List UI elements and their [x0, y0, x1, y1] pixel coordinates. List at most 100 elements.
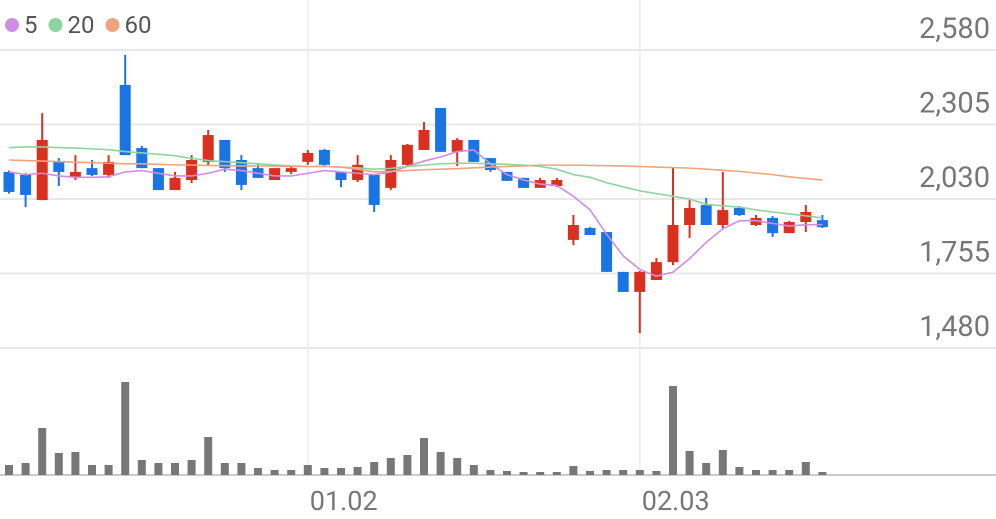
- candle-body: [700, 204, 712, 226]
- volume-bar: [237, 463, 246, 475]
- volume-bar: [486, 470, 495, 475]
- candle-body: [650, 262, 662, 281]
- volume-bar: [685, 451, 694, 475]
- volume-bar: [519, 472, 528, 475]
- volume-bar: [171, 463, 179, 475]
- candle-body: [451, 139, 463, 152]
- candle-body: [119, 84, 131, 156]
- volume-bar: [602, 470, 611, 475]
- legend-label: 60: [124, 11, 151, 39]
- volume-bar: [54, 453, 63, 475]
- candle-body: [335, 171, 347, 181]
- legend-label: 5: [24, 11, 38, 39]
- volume-bar: [386, 458, 395, 475]
- candle-body: [750, 217, 762, 226]
- y-tick-label: 1,480: [919, 310, 990, 344]
- candle-body: [684, 207, 696, 226]
- volume-bar: [303, 465, 312, 475]
- volume-bar: [21, 463, 30, 475]
- volume-bar: [187, 460, 196, 475]
- candle-body: [501, 171, 513, 181]
- candle-body: [20, 174, 32, 195]
- candle-body: [302, 152, 314, 162]
- volume-bar: [254, 468, 262, 475]
- candle-body: [667, 225, 679, 263]
- volume-bar: [287, 470, 296, 475]
- candle-body: [3, 171, 15, 192]
- candle-body: [385, 159, 397, 188]
- volume-bar: [71, 452, 80, 475]
- candle-body: [269, 168, 281, 181]
- volume-bar: [552, 472, 561, 475]
- candle-body: [435, 107, 447, 152]
- candle-body: [285, 168, 297, 172]
- volume-bar: [5, 465, 13, 475]
- candle-body: [767, 217, 779, 234]
- candle-body: [617, 271, 629, 292]
- candle-body: [202, 135, 214, 162]
- candle-body: [518, 177, 530, 188]
- legend-marker: [48, 18, 63, 32]
- x-tick-label: 01.02: [310, 485, 378, 517]
- y-tick-label: 2,580: [919, 12, 990, 46]
- candle-body: [368, 174, 380, 205]
- volume-bar: [104, 465, 113, 475]
- candle-body: [584, 227, 596, 236]
- candle-body: [634, 271, 646, 292]
- volume-bar: [569, 466, 578, 475]
- volume-bar: [436, 452, 445, 475]
- volume-bar: [536, 472, 545, 475]
- volume-bar: [652, 471, 661, 475]
- volume-bar: [154, 463, 163, 475]
- volume-bar: [204, 437, 213, 475]
- volume-bar: [38, 428, 47, 475]
- volume-bar: [453, 458, 462, 475]
- volume-bar: [320, 468, 329, 475]
- legend-label: 20: [68, 11, 95, 39]
- volume-bar: [801, 462, 810, 475]
- volume-bar: [137, 460, 146, 475]
- candle-body: [567, 225, 579, 240]
- volume-bar: [420, 438, 428, 475]
- volume-bar: [702, 463, 711, 475]
- volume-bar: [370, 462, 379, 475]
- volume-bar: [619, 470, 628, 475]
- y-tick-label: 2,030: [919, 161, 990, 195]
- ma-line: [8, 146, 823, 219]
- candle-body: [717, 210, 729, 226]
- volume-bar: [503, 471, 511, 475]
- volume-bar: [88, 465, 96, 475]
- volume-bar: [635, 470, 644, 475]
- candle-body: [86, 168, 98, 175]
- candle-body: [733, 207, 745, 215]
- volume-bar: [818, 472, 827, 475]
- volume-bar: [586, 471, 594, 475]
- legend-marker: [5, 18, 19, 32]
- candle-body: [152, 168, 164, 191]
- volume-bar: [768, 470, 777, 475]
- volume-bar: [735, 467, 744, 475]
- legend-marker: [105, 18, 120, 32]
- candle-body: [186, 159, 198, 181]
- volume-bar: [752, 470, 760, 475]
- volume-bar: [353, 467, 362, 475]
- candle-body: [783, 222, 795, 234]
- volume-bar: [121, 382, 130, 475]
- ma-line: [8, 149, 823, 278]
- candle-body: [816, 220, 828, 228]
- candle-body: [318, 149, 330, 165]
- candle-body: [136, 148, 148, 169]
- volume-bar: [270, 470, 279, 475]
- y-tick-label: 2,305: [919, 87, 990, 121]
- candle-body: [219, 139, 231, 169]
- volume-bar: [718, 450, 727, 475]
- candle-body: [53, 161, 65, 172]
- candle-body: [601, 232, 613, 272]
- volume-bar: [220, 463, 229, 475]
- volume-bar: [403, 455, 412, 475]
- x-tick-label: 02.03: [642, 485, 710, 517]
- candle-body: [69, 171, 81, 178]
- y-tick-label: 1,755: [919, 236, 990, 270]
